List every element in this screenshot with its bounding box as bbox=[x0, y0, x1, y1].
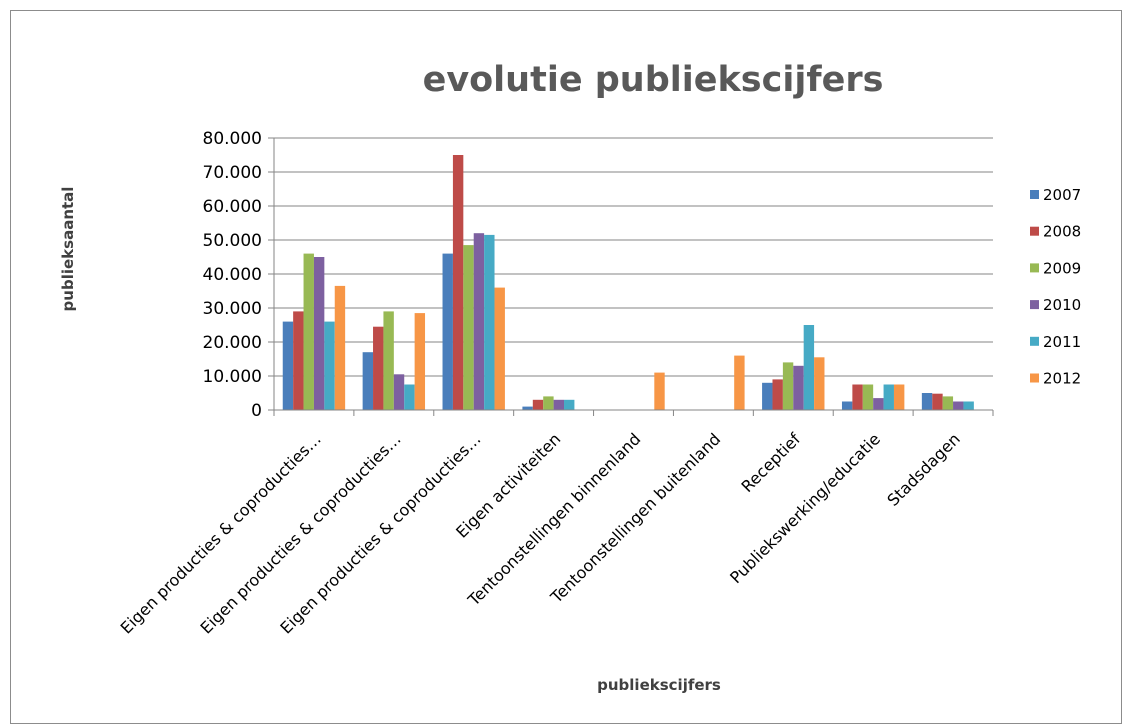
legend-label-2008: 2008 bbox=[1043, 223, 1081, 241]
bar-2010-4 bbox=[553, 399, 565, 410]
legend-label-2009: 2009 bbox=[1043, 259, 1081, 277]
y-tick-label: 60.000 bbox=[203, 197, 262, 217]
bar-2010-8 bbox=[873, 398, 884, 410]
bar-2009-8 bbox=[862, 384, 874, 410]
bar-2009-3 bbox=[463, 245, 474, 410]
bar-2012-5 bbox=[654, 372, 665, 410]
bar-2007-4 bbox=[522, 406, 533, 410]
bar-2012-2 bbox=[414, 313, 426, 410]
y-tick-label: 0 bbox=[251, 401, 262, 421]
legend-label-2010: 2010 bbox=[1043, 296, 1081, 314]
bar-2011-1 bbox=[324, 321, 335, 410]
bar-2009-2 bbox=[383, 311, 394, 410]
bar-2012-6 bbox=[734, 355, 745, 410]
y-tick-labels: 0 10.000 20.000 30.000 40.000 50.000 60.000 70.… bbox=[203, 129, 262, 421]
bar-2007-2 bbox=[362, 352, 374, 410]
bar-2008-4 bbox=[532, 399, 544, 410]
bar-2009-4 bbox=[543, 396, 554, 410]
legend-swatch-2012 bbox=[1030, 373, 1039, 383]
bar-2008-1 bbox=[293, 311, 304, 410]
bar-chart: evolutie publiekscijfers publieksaantal … bbox=[59, 60, 1081, 694]
bar-2012-1 bbox=[334, 285, 346, 410]
legend-label-2011: 2011 bbox=[1043, 333, 1081, 351]
bar-2009-1 bbox=[303, 253, 314, 410]
bar-2011-9 bbox=[963, 401, 974, 410]
bar-2010-3 bbox=[473, 233, 485, 410]
legend-swatch-2009 bbox=[1030, 263, 1039, 273]
x-tick-label: Receptief bbox=[737, 429, 804, 496]
bar-2009-7 bbox=[782, 362, 794, 410]
y-tick-label: 40.000 bbox=[203, 265, 262, 285]
bar-2012-3 bbox=[494, 287, 505, 410]
x-axis-title: publiekscijfers bbox=[597, 676, 721, 694]
legend-label-2012: 2012 bbox=[1043, 370, 1081, 388]
y-tick-label: 10.000 bbox=[203, 367, 262, 387]
bar-2008-2 bbox=[373, 326, 384, 410]
axes bbox=[273, 138, 994, 416]
y-axis-title: publieksaantal bbox=[59, 187, 77, 312]
bar-2011-4 bbox=[564, 399, 575, 410]
bar-2010-9 bbox=[953, 401, 964, 410]
bar-2008-9 bbox=[932, 393, 943, 410]
bar-2008-8 bbox=[852, 384, 863, 410]
y-tick-label: 80.000 bbox=[203, 129, 262, 149]
bar-2011-7 bbox=[803, 325, 815, 410]
bar-2007-9 bbox=[921, 393, 933, 410]
legend: 2007 2008 2009 2010 2011 2012 bbox=[1030, 186, 1081, 388]
legend-swatch-2011 bbox=[1030, 336, 1039, 346]
legend-swatch-2007 bbox=[1030, 190, 1039, 199]
bar-2007-3 bbox=[442, 253, 453, 410]
bar-2010-1 bbox=[313, 257, 325, 410]
x-tick-label: Tentoonstellingen buitenland bbox=[546, 429, 724, 607]
y-tick-label: 70.000 bbox=[203, 163, 262, 183]
bar-2009-9 bbox=[942, 396, 954, 410]
chart-frame: evolutie publiekscijfers publieksaantal … bbox=[10, 10, 1122, 724]
bar-2007-8 bbox=[841, 401, 853, 410]
y-tick-label: 50.000 bbox=[203, 231, 262, 251]
y-tick-label: 20.000 bbox=[203, 333, 262, 353]
bar-2012-7 bbox=[814, 357, 825, 410]
bar-2010-2 bbox=[393, 374, 405, 410]
x-tick-label: Tentoonstellingen binnenland bbox=[464, 429, 645, 610]
x-tick-label: Publiekswerking/educatie bbox=[726, 429, 884, 587]
bar-2008-3 bbox=[452, 155, 464, 410]
bar-2011-3 bbox=[484, 234, 495, 410]
bars bbox=[282, 155, 974, 410]
x-tick-label: Stadsdagen bbox=[883, 429, 963, 509]
x-tick-labels: Eigen producties & coproducties…Eigen pr… bbox=[117, 429, 964, 637]
legend-swatch-2010 bbox=[1030, 300, 1039, 310]
bar-2011-8 bbox=[883, 384, 894, 410]
bar-2010-7 bbox=[793, 365, 804, 410]
bar-2012-8 bbox=[893, 384, 905, 410]
y-tick-label: 30.000 bbox=[203, 299, 262, 319]
legend-swatch-2008 bbox=[1030, 226, 1039, 236]
bar-2011-2 bbox=[404, 384, 415, 410]
legend-label-2007: 2007 bbox=[1043, 186, 1081, 204]
bar-2008-7 bbox=[772, 379, 783, 410]
bar-2007-1 bbox=[282, 321, 294, 410]
chart-title: evolutie publiekscijfers bbox=[423, 60, 884, 100]
bar-2007-7 bbox=[762, 382, 773, 410]
